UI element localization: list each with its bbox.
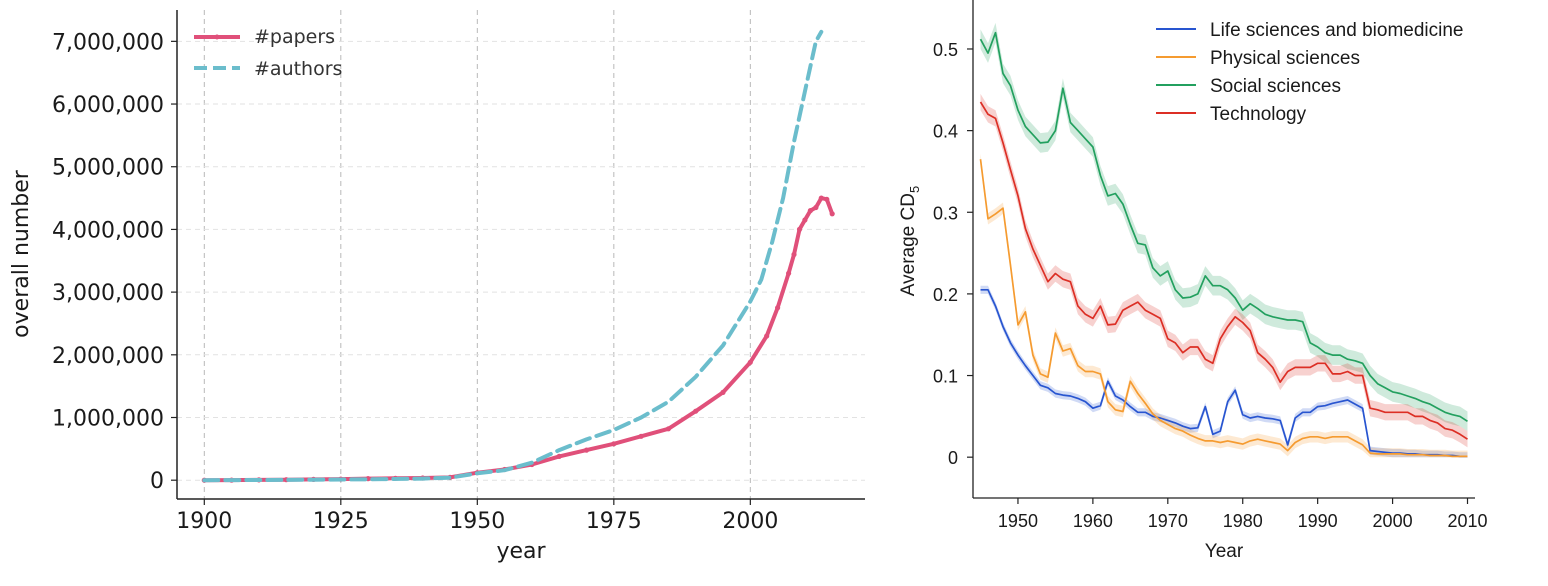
legend-label-social-sciences: Social sciences [1210,76,1341,97]
right-y-ticks: 0 0.1 0.2 0.3 0.4 0.5 [933,40,973,468]
left-chart: 1900 1925 1950 1975 2000 0 1,000,000 2,000,000… [9,10,865,564]
right-y-tick-label: 0.2 [933,285,958,305]
left-x-tick-label: 2000 [722,509,778,534]
data-point [807,208,814,214]
left-y-tick-label: 2,000,000 [52,344,164,369]
right-x-tick-label: 2010 [1447,511,1487,531]
left-x-tick-label: 1900 [176,509,232,534]
left-x-tick-label: 1950 [449,509,505,534]
right-y-tick-label: 0.5 [933,40,958,60]
left-y-tick-label: 0 [150,469,164,494]
left-x-ticks: 1900 1925 1950 1975 2000 [176,499,778,534]
right-x-axis-label: Year [1205,541,1244,562]
series-line-technology [979,101,1468,440]
data-point [611,441,617,447]
right-y-tick-label: 0.4 [933,122,958,142]
right-x-tick-label: 1970 [1148,511,1188,531]
left-series-group [201,29,835,483]
right-y-axis-label-main: Average CD [898,193,919,296]
data-point [583,447,590,453]
data-point [556,453,562,459]
data-point [775,305,781,311]
right-x-tick-label: 1990 [1298,511,1338,531]
data-point [747,359,753,365]
series-line-social-sciences [979,31,1468,423]
data-point [638,433,644,439]
left-x-tick-label: 1975 [586,509,642,534]
right-x-tick-label: 1960 [1073,511,1113,531]
right-y-tick-label: 0.3 [933,203,958,223]
series-line-authors [202,29,824,483]
left-gridlines [177,10,865,499]
data-point [802,217,808,223]
right-chart: 1950 1960 1970 1980 1990 2000 2010 00.10.20.30… [898,0,1488,562]
data-point [829,211,835,217]
left-y-tick-label: 4,000,000 [52,218,164,243]
left-y-tick-label: 6,000,000 [52,93,164,118]
right-y-tick-label: 0 [948,448,958,468]
right-series-group [979,22,1468,458]
data-point [813,204,819,211]
legend-label-technology: Technology [1210,104,1307,125]
right-y-axis-label: Average CD5 [898,186,922,296]
right-x-tick-label: 2000 [1373,511,1413,531]
left-y-ticks: 0 1,000,000 2,000,000 3,000,000 4,000,000 5,0… [52,30,177,494]
right-y-tick-label: 0.1 [933,367,958,387]
right-x-tick-label: 1980 [1223,511,1263,531]
data-point [764,333,770,339]
right-y-axis-label-subscript: 5 [907,186,922,193]
legend-marker-papers [214,34,220,40]
legend-label-life-sciences: Life sciences and biomedicine [1210,20,1464,41]
left-y-tick-label: 3,000,000 [52,281,164,306]
left-y-tick-label: 5,000,000 [52,156,164,181]
right-legend: Life sciences and biomedicine Physical s… [1156,20,1464,125]
data-point [824,196,830,202]
left-y-axis-label: overall number [9,169,34,338]
data-point [818,195,824,201]
right-x-tick-label: 1950 [998,511,1038,531]
data-point [791,251,797,258]
left-x-axis-label: year [496,539,546,564]
legend-label-physical-sciences: Physical sciences [1210,48,1360,69]
data-point [786,270,792,276]
left-x-tick-label: 1925 [313,509,369,534]
data-point [665,426,672,432]
data-point [796,226,803,232]
legend-label-papers: #papers [254,26,335,48]
data-point [693,408,699,414]
series-line-physical-sciences [979,159,1468,458]
left-y-tick-label: 1,000,000 [52,407,164,432]
right-x-ticks: 1950 1960 1970 1980 1990 2000 2010 [998,498,1488,531]
series-band-technology [980,93,1468,448]
series-band-social-sciences [980,22,1468,432]
data-point [720,389,726,395]
left-legend: #papers #authors [194,26,342,80]
series-line-life-sciences-and-biomedicine [980,288,1468,458]
left-y-tick-label: 7,000,000 [52,30,164,55]
legend-label-authors: #authors [254,58,342,80]
